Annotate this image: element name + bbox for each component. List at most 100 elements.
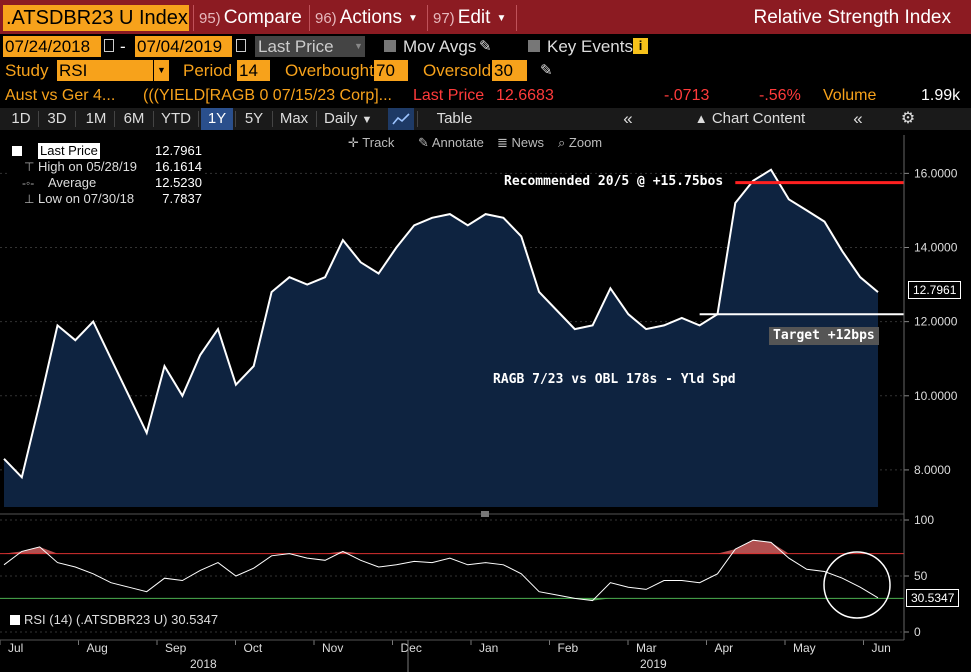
zoom-label: Zoom [568, 135, 603, 150]
y-tick-label: 10.0000 [914, 389, 958, 403]
legend-average[interactable]: -◦- Average 12.5230 [10, 175, 205, 191]
annotate-label: Annotate [431, 135, 484, 150]
rsi-grid [0, 519, 904, 633]
period-label: Period [183, 61, 233, 80]
magnifier-icon: ⌕ [558, 135, 566, 150]
price-and-rsi-chart[interactable]: 16.0000 14.0000 12.0000 10.0000 8.0000 100 50… [0, 130, 971, 672]
chevron-down-icon: ▼ [354, 41, 363, 51]
divider [235, 111, 236, 127]
track-label: Track [362, 135, 395, 150]
panel-resize-handle[interactable] [481, 511, 489, 517]
oversold-input[interactable]: 30 [492, 60, 527, 81]
legend-low-value: 7.7837 [162, 191, 202, 206]
period-3d[interactable]: 3D [47, 110, 67, 127]
ticker-field[interactable]: .ATSDBR23 U Index [3, 5, 189, 31]
recommended-annotation[interactable]: Recommended 20/5 @ +15.75bos [504, 174, 724, 189]
rsi-value-tag: 30.5347 [906, 589, 960, 607]
x-tick-label: Oct [244, 641, 263, 655]
average-marker-icon: -◦- [22, 176, 35, 190]
line-chart-icon[interactable] [388, 108, 414, 130]
last-price-value: 12.6683 [496, 87, 554, 104]
rsi-line [3, 539, 879, 602]
period-6m[interactable]: 6M [123, 110, 145, 127]
period-max[interactable]: Max [279, 110, 309, 127]
actions-label: Actions [339, 7, 402, 28]
rsi-legend[interactable]: RSI (14) (.ATSDBR23 U) 30.5347 [10, 611, 218, 629]
track-tool[interactable]: ✛ Track [348, 133, 394, 152]
compare-menu[interactable]: 95) Compare [199, 5, 302, 31]
frequency-select[interactable]: Daily ▼ [320, 108, 382, 130]
rsi-y-axis: 100 50 0 [904, 513, 934, 639]
x-tick-label: Jul [8, 641, 23, 655]
price-area [4, 169, 878, 507]
chevron-down-icon: ▼ [408, 13, 418, 24]
period-5y[interactable]: 5Y [244, 110, 264, 127]
edit-menu[interactable]: 97) Edit ▼ [433, 5, 506, 31]
legend-high-value: 16.1614 [155, 159, 202, 174]
study-row: Study RSI ▼ Period 14 Overbought 70 Over… [0, 59, 971, 83]
y-tick-label: 8.0000 [914, 463, 951, 477]
y-tick-label: 0 [914, 625, 921, 639]
info-icon[interactable]: i [633, 38, 648, 54]
chart-content-label: Chart Content [711, 110, 806, 127]
edit-label: Edit [457, 7, 491, 28]
divider [193, 5, 194, 31]
pencil-icon[interactable]: ✎ [540, 62, 553, 79]
collapse-right-icon[interactable]: « [853, 109, 863, 128]
pencil-icon[interactable]: ✎ [479, 38, 492, 55]
chevron-down-icon: ▼ [361, 114, 373, 126]
legend-average-value: 12.5230 [155, 175, 202, 190]
study-label: Study [5, 61, 49, 80]
divider [75, 111, 76, 127]
period-1d[interactable]: 1D [11, 110, 31, 127]
x-tick-label: Feb [558, 641, 579, 655]
compare-label: Compare [223, 7, 302, 28]
table-button[interactable]: Table [436, 110, 473, 127]
legend-high[interactable]: ⊤ High on 05/28/19 16.1614 [10, 159, 205, 175]
price-line [3, 168, 879, 480]
highlight-circle [823, 551, 891, 619]
x-tick-label: Aug [87, 641, 108, 655]
period-input[interactable]: 14 [237, 60, 270, 81]
price-field-select[interactable]: Last Price [255, 36, 365, 57]
legend-last-price[interactable]: Last Price 12.7961 [10, 143, 205, 159]
pct-change-value: -.56% [759, 87, 801, 104]
y-tick-label: 12.0000 [914, 315, 958, 329]
y-tick-label: 100 [914, 513, 934, 527]
overbought-label: Overbought [285, 61, 374, 80]
divider [427, 5, 428, 31]
news-tool[interactable]: ≣ News [497, 133, 544, 152]
target-annotation[interactable]: Target +12bps [769, 327, 879, 345]
menu-number: 96) [315, 10, 337, 27]
security-name: Aust vs Ger 4... [5, 87, 116, 104]
mov-avgs-label: Mov Avgs [403, 37, 477, 56]
key-events-checkbox[interactable] [528, 40, 540, 52]
calendar-icon[interactable] [104, 39, 114, 52]
spread-label-annotation[interactable]: RAGB 7/23 vs OBL 178s - Yld Spd [493, 372, 736, 387]
collapse-left-icon[interactable]: « [623, 109, 633, 128]
study-select[interactable]: RSI [57, 60, 153, 81]
x-tick-label: Nov [322, 641, 343, 655]
chevron-down-icon[interactable]: ▼ [153, 60, 169, 81]
overbought-input[interactable]: 70 [374, 60, 408, 81]
date-range-row: 07/24/2018 - 07/04/2019 Last Price ▼ Mov… [0, 35, 971, 58]
period-ytd[interactable]: YTD [161, 110, 191, 127]
legend-last-price-label: Last Price [38, 143, 100, 159]
legend-low[interactable]: ⊥ Low on 07/30/18 7.7837 [10, 191, 205, 207]
news-icon: ≣ [497, 135, 508, 150]
gear-icon[interactable]: ⚙ [900, 110, 916, 127]
start-date-field[interactable]: 07/24/2018 [3, 36, 101, 57]
calendar-icon[interactable] [236, 39, 246, 52]
annotate-tool[interactable]: ✎ Annotate [418, 133, 484, 152]
divider [309, 5, 310, 31]
menu-number: 95) [199, 10, 221, 27]
period-1y[interactable]: 1Y [201, 108, 233, 130]
mov-avgs-checkbox[interactable] [384, 40, 396, 52]
actions-menu[interactable]: 96) Actions ▼ [315, 5, 418, 31]
low-marker-icon: ⊥ [24, 192, 35, 206]
end-date-field[interactable]: 07/04/2019 [135, 36, 232, 57]
period-1m[interactable]: 1M [85, 110, 107, 127]
x-tick-label: Dec [401, 641, 422, 655]
chart-content-button[interactable]: ▲ Chart Content [690, 108, 810, 130]
zoom-tool[interactable]: ⌕ Zoom [558, 133, 602, 152]
